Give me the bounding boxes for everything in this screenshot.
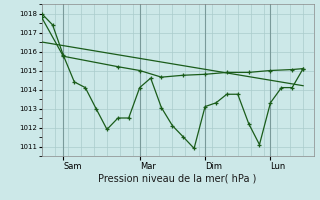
X-axis label: Pression niveau de la mer( hPa ): Pression niveau de la mer( hPa )	[99, 173, 257, 183]
